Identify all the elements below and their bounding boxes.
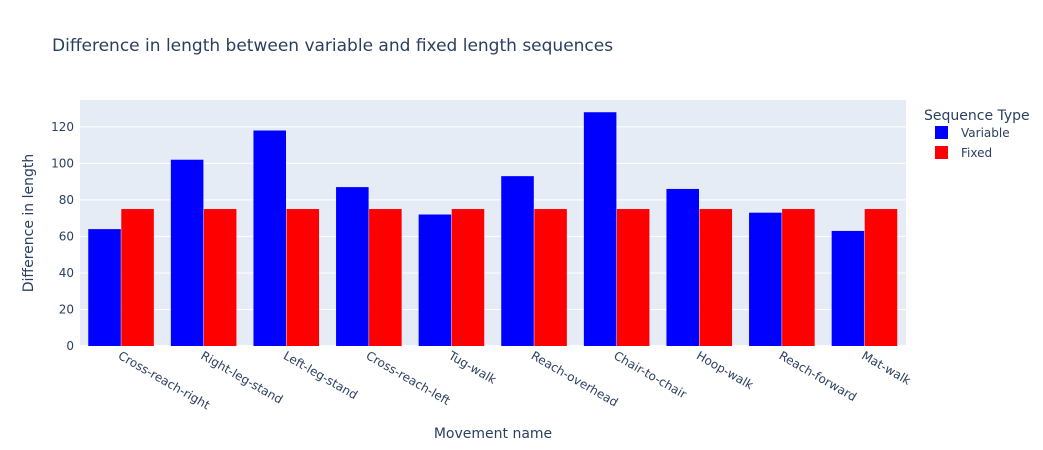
y-tick-label: 60 bbox=[59, 229, 74, 243]
bar-variable-cross-reach-left[interactable] bbox=[336, 187, 369, 346]
y-tick-label: 0 bbox=[66, 339, 74, 353]
legend-swatch-variable bbox=[935, 126, 948, 139]
bar-variable-chair-to-chair[interactable] bbox=[583, 112, 617, 346]
bar-fixed-reach-forward[interactable] bbox=[782, 209, 815, 346]
y-tick-label: 80 bbox=[59, 193, 74, 207]
bar-variable-reach-forward[interactable] bbox=[749, 212, 782, 346]
bar-fixed-right-leg-stand[interactable] bbox=[203, 209, 237, 346]
x-tick-label: Right-leg-stand bbox=[198, 348, 285, 406]
x-tick-label: Cross-reach-right bbox=[116, 348, 213, 412]
legend-swatch-fixed bbox=[935, 146, 948, 159]
bar-variable-tug-walk[interactable] bbox=[418, 214, 452, 346]
x-tick-label: Chair-to-chair bbox=[611, 348, 689, 401]
bar-variable-mat-walk[interactable] bbox=[831, 230, 865, 346]
x-tick-labels: Cross-reach-rightRight-leg-standLeft-leg… bbox=[116, 348, 913, 412]
bar-fixed-cross-reach-left[interactable] bbox=[369, 209, 402, 346]
bar-variable-cross-reach-right[interactable] bbox=[88, 229, 121, 346]
chart-title: Difference in length between variable an… bbox=[52, 36, 613, 56]
y-tick-label: 20 bbox=[59, 302, 74, 316]
legend-label-fixed[interactable]: Fixed bbox=[961, 146, 992, 160]
y-tick-labels: 0 20 40 60 80 100 120 bbox=[51, 120, 74, 353]
x-tick-label: Cross-reach-left bbox=[364, 348, 453, 408]
bar-fixed-tug-walk[interactable] bbox=[451, 209, 485, 346]
y-tick-label: 120 bbox=[51, 120, 74, 134]
x-tick-label: Left-leg-stand bbox=[281, 348, 360, 402]
bar-fixed-mat-walk[interactable] bbox=[864, 209, 898, 346]
bar-variable-right-leg-stand[interactable] bbox=[170, 159, 204, 346]
bars bbox=[88, 112, 898, 346]
legend-title: Sequence Type bbox=[924, 108, 1030, 124]
bar-variable-reach-overhead[interactable] bbox=[501, 176, 534, 346]
y-tick-label: 100 bbox=[51, 156, 74, 170]
x-axis-title: Movement name bbox=[434, 426, 552, 442]
x-tick-label: Reach-forward bbox=[777, 348, 859, 404]
bar-fixed-chair-to-chair[interactable] bbox=[616, 209, 650, 346]
x-tick-label: Reach-overhead bbox=[529, 348, 621, 409]
legend[interactable]: Sequence Type Variable Fixed bbox=[924, 108, 1030, 160]
bar-variable-left-leg-stand[interactable] bbox=[253, 130, 286, 346]
x-tick-label: Hoop-walk bbox=[694, 348, 756, 392]
y-tick-label: 40 bbox=[59, 266, 74, 280]
bar-fixed-hoop-walk[interactable] bbox=[699, 209, 733, 346]
legend-items: Variable Fixed bbox=[935, 126, 1010, 160]
x-tick-label: Mat-walk bbox=[859, 348, 913, 387]
x-tick-label: Tug-walk bbox=[445, 348, 498, 387]
bar-fixed-reach-overhead[interactable] bbox=[534, 209, 567, 346]
y-axis-title: Difference in length bbox=[21, 154, 37, 292]
legend-label-variable[interactable]: Variable bbox=[961, 126, 1010, 140]
bar-fixed-left-leg-stand[interactable] bbox=[286, 209, 320, 346]
bar-fixed-cross-reach-right[interactable] bbox=[121, 209, 154, 346]
bar-variable-hoop-walk[interactable] bbox=[666, 188, 699, 346]
